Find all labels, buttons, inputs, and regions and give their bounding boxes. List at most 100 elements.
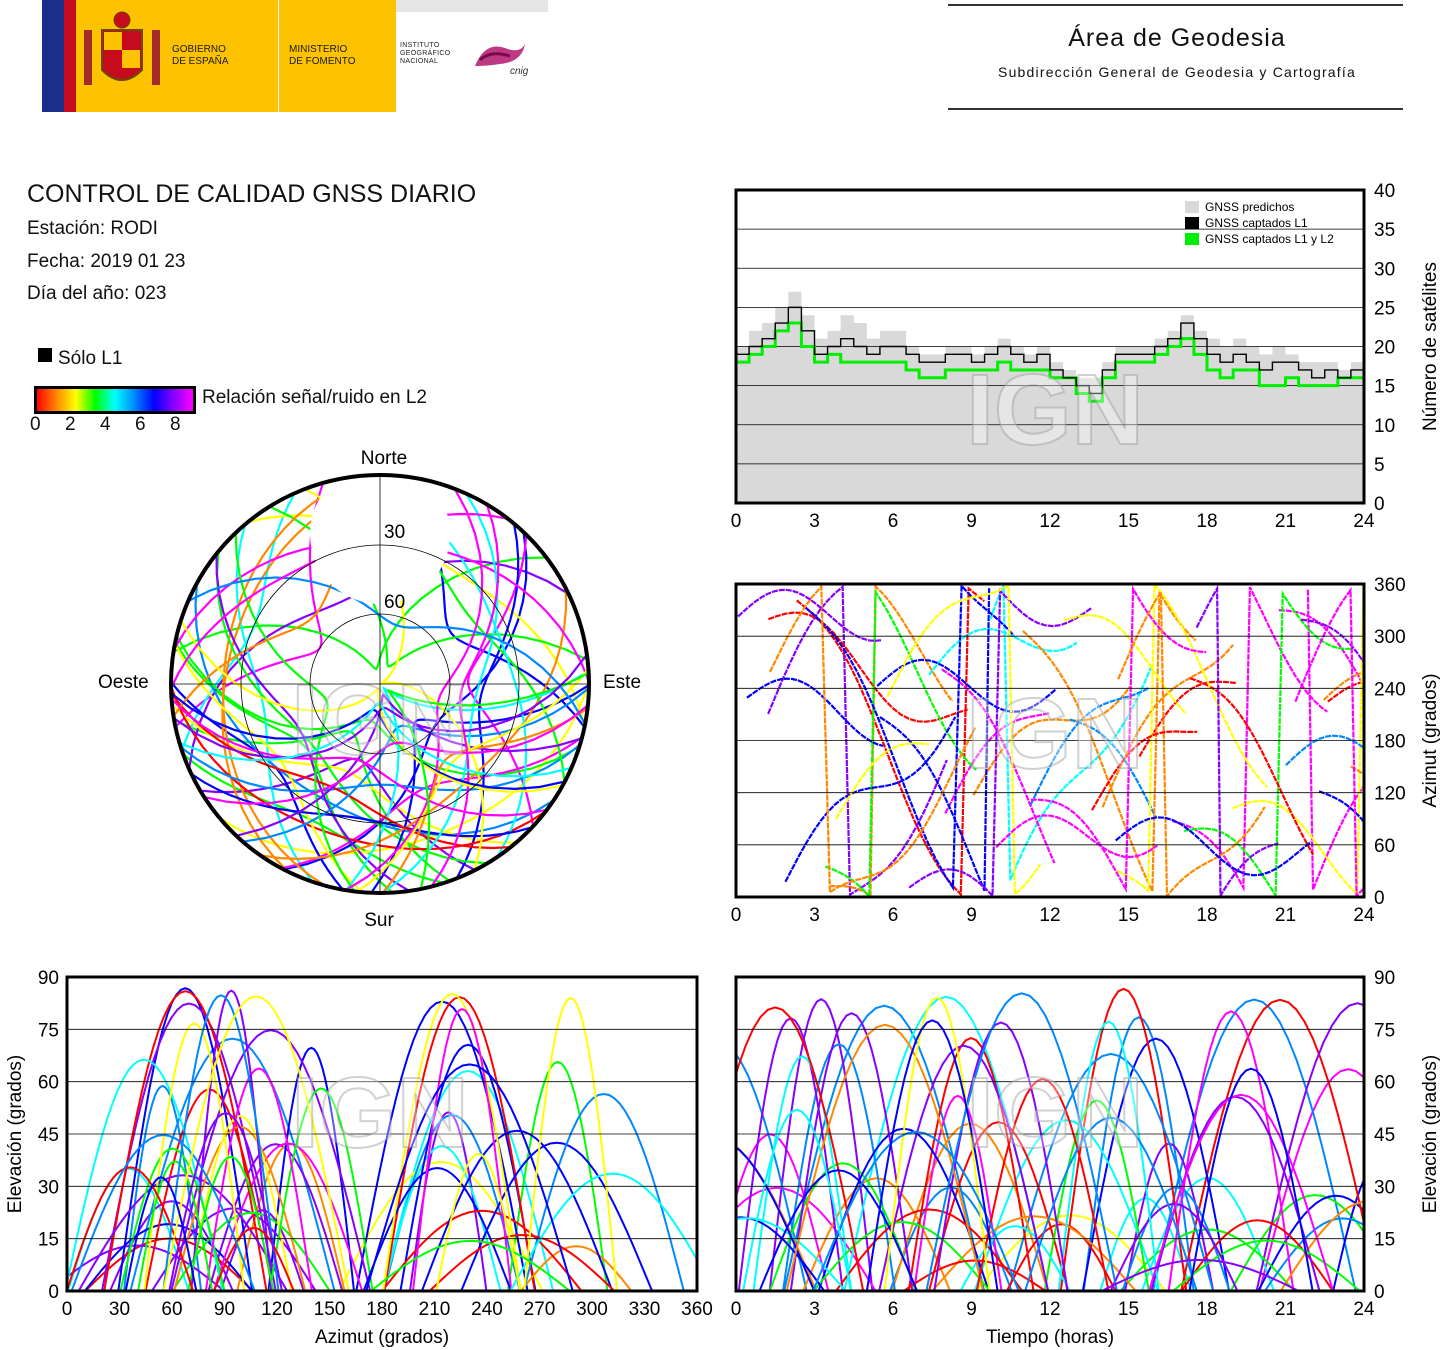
azimuth-track <box>746 677 884 747</box>
skyplot-track <box>356 668 589 893</box>
elevation-time-track <box>736 1217 847 1291</box>
skyplot-track <box>179 620 563 793</box>
x-tick-label: 18 <box>1196 905 1217 926</box>
elevation-azimuth-track <box>428 1233 616 1291</box>
y-tick-label: 360 <box>1374 575 1406 596</box>
x-tick-label: 3 <box>809 511 820 532</box>
y-tick-label: 35 <box>1374 220 1395 241</box>
elevation-azimuth-track <box>171 1211 331 1291</box>
azimuth-track <box>1183 590 1354 897</box>
y-tick-label: 30 <box>38 1177 59 1198</box>
elevation-azimuth-track <box>204 1067 313 1291</box>
azimuth-track <box>886 584 1042 897</box>
y-tick-label: 75 <box>38 1020 59 1041</box>
y-tick-label: 240 <box>1374 679 1406 700</box>
elevation-azimuth-track <box>77 1174 288 1291</box>
skyplot-track <box>345 670 589 891</box>
skyplot-west-label: Oeste <box>98 672 149 693</box>
x-tick-label: 24 <box>1353 1299 1375 1320</box>
y-axis-label: Azimut (grados) <box>1420 673 1441 807</box>
elevation-azimuth-track <box>435 1152 522 1291</box>
elevation-azimuth-track <box>338 1160 544 1291</box>
elevation-time-track <box>903 1259 1047 1291</box>
elevation-time-track <box>1081 1037 1230 1291</box>
elevation-time-track <box>959 1225 1071 1291</box>
y-tick-label: 30 <box>1374 1177 1395 1198</box>
elevation-time-track <box>878 1044 1050 1291</box>
elevation-azimuth-track <box>213 1226 295 1291</box>
x-tick-label: 300 <box>576 1299 608 1320</box>
solo-l1-swatch <box>38 348 52 362</box>
y-tick-label: 90 <box>38 968 59 989</box>
y-tick-label: 60 <box>38 1073 59 1094</box>
legend-label: GNSS captados L1 y L2 <box>1205 232 1334 246</box>
elevation-time-track <box>1229 1194 1364 1291</box>
elevation-time-track <box>1188 1067 1314 1291</box>
skyplot-track <box>187 576 587 725</box>
x-axis-label: Tiempo (horas) <box>986 1327 1114 1348</box>
x-tick-label: 9 <box>966 1299 977 1320</box>
x-tick-label: 3 <box>809 905 820 926</box>
ign-line3: NACIONAL <box>400 58 439 65</box>
skyplot-ring-label-30: 30 <box>384 522 405 543</box>
elevation-time-track <box>812 1220 991 1291</box>
elevation-time-track <box>1101 1258 1300 1291</box>
elevation-azimuth-track <box>170 1029 372 1291</box>
page-title: CONTROL DE CALIDAD GNSS DIARIO <box>27 180 477 208</box>
azimuth-track <box>879 588 991 892</box>
plot-border <box>734 582 1366 899</box>
x-tick-label: 120 <box>261 1299 293 1320</box>
min-line2: DE FOMENTO <box>289 56 356 67</box>
elevation-azimuth-track <box>187 1114 293 1291</box>
elevation-azimuth-track <box>509 1172 697 1291</box>
skyplot-track <box>242 686 589 843</box>
azimuth-track <box>1285 734 1364 766</box>
y-tick-label: 45 <box>1374 1125 1395 1146</box>
elevation-time-track <box>1180 998 1364 1291</box>
elevation-time-track <box>742 1108 852 1291</box>
x-tick-label: 180 <box>366 1299 398 1320</box>
elevation-azimuth-track <box>129 1037 336 1291</box>
elevation-azimuth-track <box>168 1112 283 1291</box>
azimuth-track <box>1114 816 1312 877</box>
azimuth-track <box>1069 718 1157 818</box>
skyplot-track <box>370 684 589 893</box>
cnig-text: cnig <box>510 66 529 77</box>
x-tick-label: 0 <box>731 905 742 926</box>
area-subtitle: Subdirección General de Geodesia y Carto… <box>998 64 1356 80</box>
plot-border <box>734 975 1366 1293</box>
solo-l1-label: Sólo L1 <box>58 348 123 369</box>
legend-label: GNSS predichos <box>1205 200 1294 214</box>
y-tick-label: 300 <box>1374 627 1406 648</box>
elevation-time-track <box>1059 987 1188 1291</box>
x-tick-label: 12 <box>1039 1299 1060 1320</box>
coat-of-arms-icon <box>82 10 162 105</box>
azimuth-track <box>989 584 1153 881</box>
skyplot-ring-label-60: 60 <box>384 592 405 613</box>
y-tick-label: 40 <box>1374 181 1395 202</box>
y-tick-label: 15 <box>1374 1230 1395 1251</box>
x-tick-label: 12 <box>1039 511 1060 532</box>
azimuth-track <box>972 685 1132 796</box>
elevation-time-track <box>1167 1010 1295 1291</box>
elevation-azimuth-track <box>70 1133 256 1291</box>
ign-line2: GEOGRÁFICO <box>400 50 451 57</box>
x-tick-label: 3 <box>809 1299 820 1320</box>
snr-tick: 0 <box>30 414 41 435</box>
elevation-azimuth-track <box>370 1239 571 1291</box>
elevation-azimuth-track <box>381 1209 583 1291</box>
x-tick-label: 24 <box>1353 511 1375 532</box>
azimuth-track <box>1195 584 1279 897</box>
skyplot-track <box>386 672 589 890</box>
elevation-time-track <box>1024 1116 1198 1291</box>
y-tick-label: 60 <box>1374 1073 1395 1094</box>
plot-border <box>734 188 1366 505</box>
elevation-time-track <box>1006 1223 1117 1291</box>
azimuth-track <box>1138 680 1236 758</box>
elevation-azimuth-track <box>523 996 619 1291</box>
skyplot-south-label: Sur <box>364 910 394 931</box>
azimuth-tracks <box>737 584 1364 897</box>
x-tick-label: 15 <box>1118 1299 1139 1320</box>
snr-tick: 2 <box>65 414 76 435</box>
ign-watermark: IGN <box>966 354 1144 466</box>
